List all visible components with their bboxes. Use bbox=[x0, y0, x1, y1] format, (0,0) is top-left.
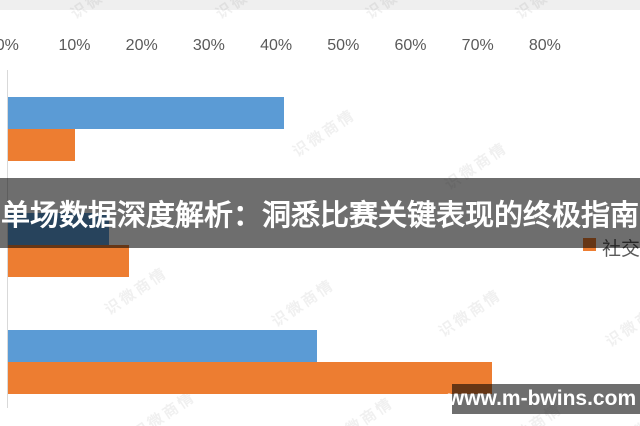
x-axis-tick: 10% bbox=[58, 37, 91, 54]
bar-series2-group2 bbox=[8, 245, 129, 277]
bar-series1-group3 bbox=[8, 330, 318, 362]
x-axis-tick: 80% bbox=[528, 37, 561, 54]
site-url-text: www.m-bwins.com bbox=[447, 387, 637, 410]
title-banner: 单场数据深度解析：洞悉比赛关键表现的终极指南 bbox=[0, 178, 640, 248]
x-axis-tick: 30% bbox=[192, 37, 225, 54]
x-axis-tick: 70% bbox=[461, 37, 494, 54]
top-strip bbox=[0, 0, 640, 10]
site-url-banner: www.m-bwins.com bbox=[448, 384, 640, 414]
x-axis-tick: 0% bbox=[0, 37, 19, 54]
x-axis-tick: 50% bbox=[327, 37, 360, 54]
x-axis-tick: 40% bbox=[260, 37, 293, 54]
title-banner-text: 单场数据深度解析：洞悉比赛关键表现的终极指南 bbox=[0, 200, 639, 232]
x-axis-tick: 20% bbox=[125, 37, 158, 54]
watermark: 识微商情 bbox=[327, 394, 398, 426]
watermark: 识微商情 bbox=[289, 106, 360, 161]
bar-series1-group1 bbox=[8, 97, 284, 129]
watermark: 识微商情 bbox=[268, 276, 339, 331]
watermark: 识微商情 bbox=[602, 296, 640, 351]
watermark: 识微商情 bbox=[435, 286, 506, 341]
bar-series2-group3 bbox=[8, 362, 492, 394]
bar-series2-group1 bbox=[8, 129, 76, 161]
x-axis-tick: 60% bbox=[394, 37, 427, 54]
